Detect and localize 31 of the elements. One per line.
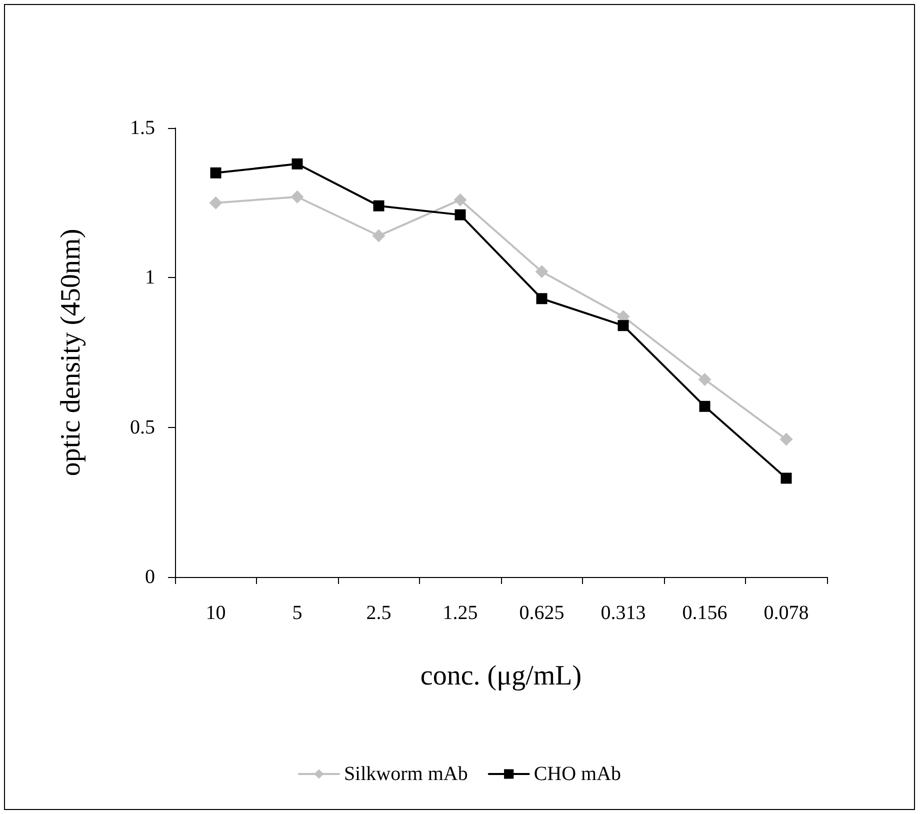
point [699, 400, 710, 412]
legend-label: Silkworm mAb [344, 763, 468, 785]
y-tick-label: 0.5 [130, 416, 155, 438]
point [209, 196, 222, 210]
point [292, 158, 303, 170]
point [372, 229, 386, 242]
x-tick-label: 0.156 [682, 602, 728, 624]
x-tick-label: 0.078 [764, 602, 809, 624]
point [780, 432, 793, 446]
point [454, 193, 467, 206]
x-tick-label: 10 [206, 602, 226, 624]
point [373, 200, 384, 212]
point [536, 293, 548, 304]
x-tick-label: 5 [292, 602, 302, 624]
legend-label: CHO mAb [534, 763, 622, 785]
point [780, 472, 792, 484]
y-tick-label: 0 [145, 566, 155, 588]
point [698, 372, 712, 386]
y-tick-label: 1.5 [130, 117, 155, 139]
point [210, 167, 222, 178]
point [535, 265, 548, 278]
y-tick-label: 1 [145, 266, 155, 289]
point [454, 209, 466, 220]
x-tick-label: 1.25 [442, 602, 478, 624]
point [290, 190, 304, 204]
x-tick-label: 0.313 [600, 602, 646, 624]
x-tick-label: 0.625 [519, 602, 564, 624]
x-axis-title: conc. (μg/mL) [420, 660, 582, 692]
y-axis-title: optic density (450nm) [56, 228, 86, 476]
x-tick-label: 2.5 [366, 602, 392, 624]
point [618, 320, 629, 332]
